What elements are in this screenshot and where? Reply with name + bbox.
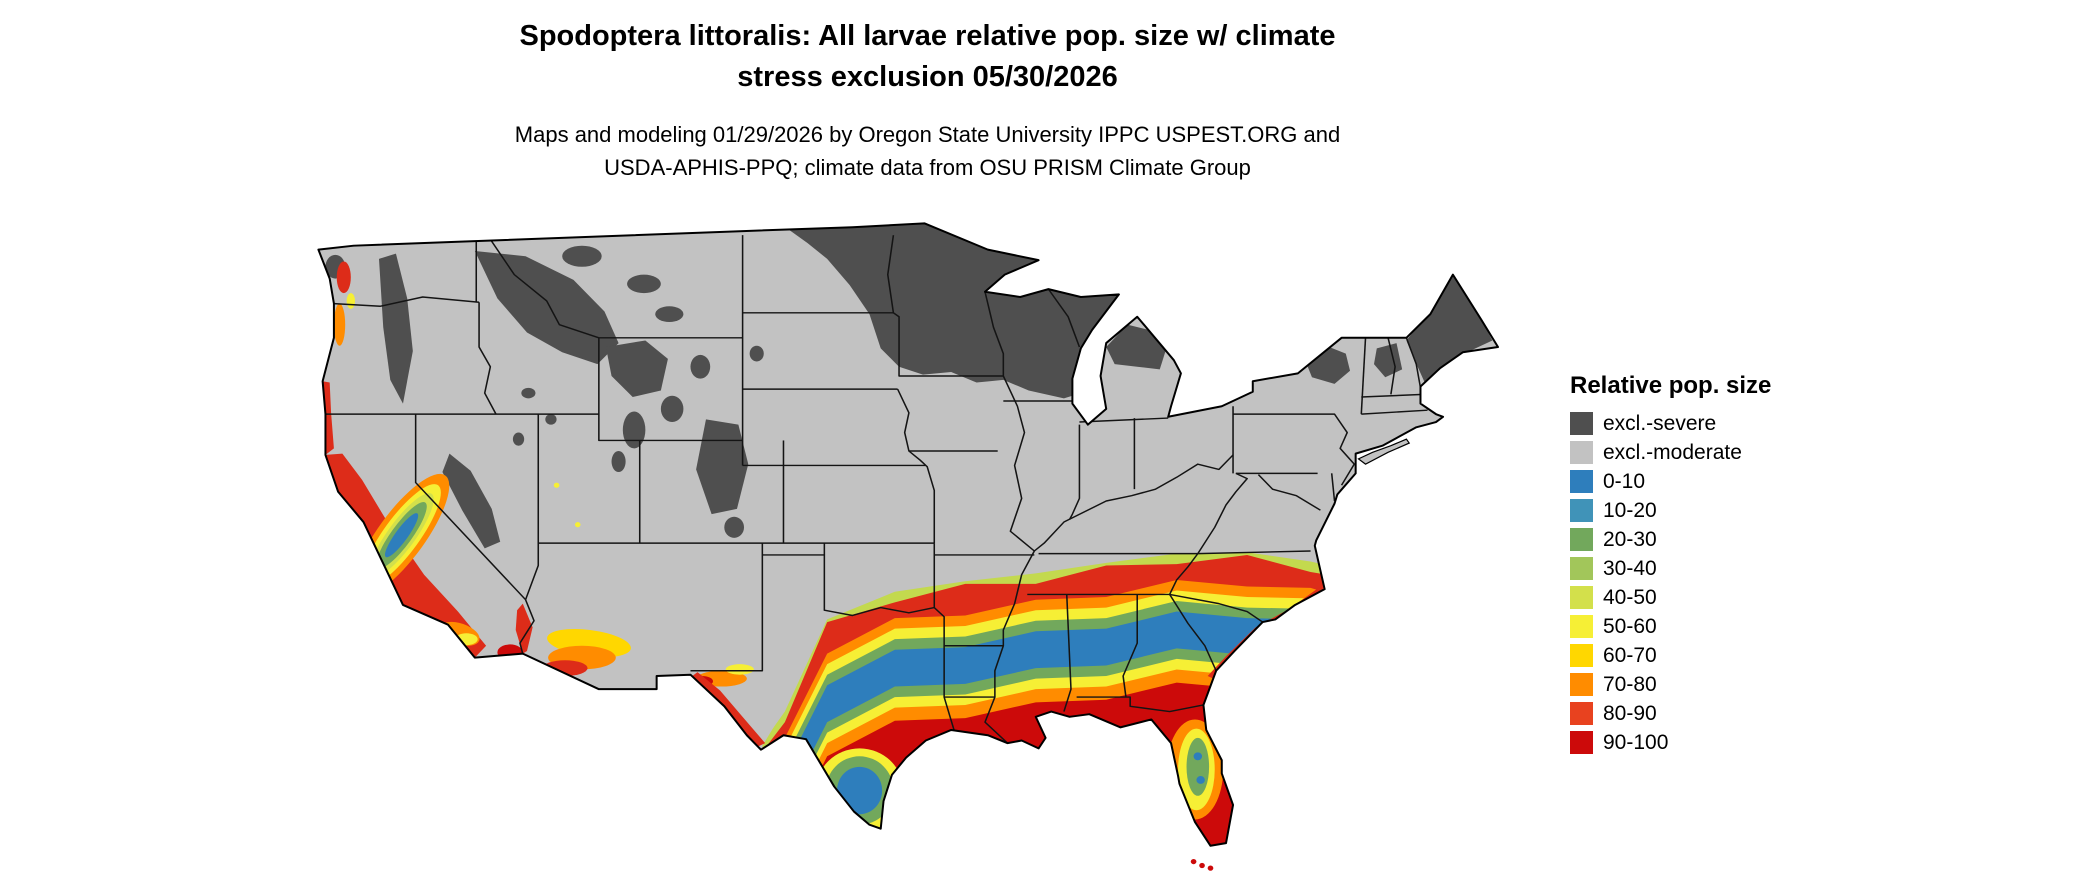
- legend-color-swatch: [1570, 411, 1593, 435]
- severe-exclusion-patches: [325, 223, 1493, 549]
- legend-item: 10-20: [1570, 497, 1890, 523]
- legend-color-swatch: [1570, 730, 1593, 754]
- legend-item: 40-50: [1570, 584, 1890, 610]
- legend-color-swatch: [1570, 556, 1593, 580]
- map-subtitle-line1: Maps and modeling 01/29/2026 by Oregon S…: [514, 122, 1341, 147]
- legend-item: 90-100: [1570, 729, 1890, 755]
- state-borders: [325, 234, 1428, 744]
- us-population-map: [317, 222, 1529, 880]
- map-title-line1: Spodoptera littoralis: All larvae relati…: [519, 20, 1336, 52]
- map-legend: Relative pop. size excl.-severe excl.-mo…: [1570, 372, 1890, 758]
- map-title-line2: stress exclusion 05/30/2026: [737, 61, 1118, 94]
- legend-color-swatch: [1570, 614, 1593, 638]
- map-subtitle: Maps and modeling 01/29/2026 by Oregon S…: [320, 118, 1535, 184]
- legend-item: 70-80: [1570, 671, 1890, 697]
- legend-item-label: 0-10: [1603, 469, 1646, 493]
- legend-item-label: 50-60: [1603, 614, 1657, 638]
- legend-item-label: 90-100: [1603, 730, 1669, 754]
- legend-color-swatch: [1570, 643, 1593, 667]
- nation-outline: [318, 223, 1498, 845]
- legend-item: 80-90: [1570, 700, 1890, 726]
- map-title: Spodoptera littoralis: All larvae relati…: [320, 16, 1535, 98]
- legend-item-label: 70-80: [1603, 672, 1657, 696]
- legend-item: 50-60: [1570, 613, 1890, 639]
- legend-color-swatch: [1570, 585, 1593, 609]
- legend-color-swatch: [1570, 498, 1593, 522]
- legend-item-label: 30-40: [1603, 556, 1657, 580]
- legend-item: 20-30: [1570, 526, 1890, 552]
- legend-color-swatch: [1570, 440, 1593, 464]
- legend-color-swatch: [1570, 469, 1593, 493]
- long-island: [1358, 439, 1409, 464]
- legend-item-label: excl.-moderate: [1603, 440, 1742, 464]
- legend-item-label: 40-50: [1603, 585, 1657, 609]
- legend-item: 60-70: [1570, 642, 1890, 668]
- legend-item: 0-10: [1570, 468, 1890, 494]
- legend-color-swatch: [1570, 672, 1593, 696]
- legend-item: excl.-severe: [1570, 410, 1890, 436]
- legend-item-label: 10-20: [1603, 498, 1657, 522]
- legend-item: 30-40: [1570, 555, 1890, 581]
- western-population-patches: [322, 261, 766, 748]
- legend-color-swatch: [1570, 701, 1593, 725]
- legend-item-label: 60-70: [1603, 643, 1657, 667]
- map-fill-layers: [318, 223, 1498, 846]
- legend-item-label: 20-30: [1603, 527, 1657, 551]
- legend-item: excl.-moderate: [1570, 439, 1890, 465]
- legend-item-label: 80-90: [1603, 701, 1657, 725]
- legend-title: Relative pop. size: [1570, 372, 1772, 399]
- legend-color-swatch: [1570, 527, 1593, 551]
- florida-keys: [1190, 858, 1214, 871]
- legend-item-label: excl.-severe: [1603, 411, 1717, 435]
- us-map-svg: [317, 222, 1529, 871]
- map-subtitle-line2: USDA-APHIS-PPQ; climate data from OSU PR…: [604, 155, 1251, 180]
